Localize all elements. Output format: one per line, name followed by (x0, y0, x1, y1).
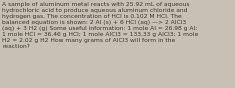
Text: A sample of aluminum metal reacts with 25.92 mL of aqueous
hydrochloric acid to : A sample of aluminum metal reacts with 2… (2, 2, 199, 49)
